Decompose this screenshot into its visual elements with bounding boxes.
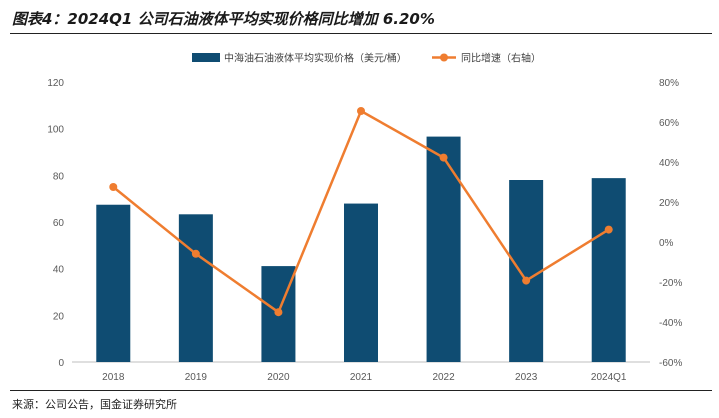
left-axis-tick-label: 0: [58, 358, 64, 369]
right-axis-tick-label: 60%: [659, 118, 679, 129]
right-axis-tick-label: 40%: [659, 158, 679, 169]
bar: [344, 203, 378, 362]
line-series: [109, 107, 613, 317]
x-axis-tick-label: 2018: [102, 372, 125, 383]
left-axis-tick-label: 80: [53, 171, 65, 182]
axes: 0 20 40 60 80 100 120 -60% -40% -20% 0% 20% 40% 60% 80…: [47, 78, 682, 383]
left-axis-tick-label: 100: [47, 125, 64, 136]
x-axis-tick-label: 2021: [350, 372, 373, 383]
right-axis-tick-label: -20%: [659, 278, 682, 289]
left-axis-tick-label: 20: [53, 311, 65, 322]
line-point: [191, 249, 200, 258]
bar: [509, 180, 544, 362]
legend-line-label: 同比增速（右轴）: [461, 52, 541, 65]
line-point: [357, 107, 365, 115]
left-axis-tick-label: 40: [53, 265, 65, 276]
line-point: [274, 308, 283, 317]
left-axis-tick-label: 120: [47, 78, 64, 89]
source-divider: [10, 390, 712, 391]
x-axis-tick-label: 2022: [432, 372, 455, 383]
bar: [96, 204, 131, 362]
bar: [591, 178, 626, 362]
line-point: [604, 225, 613, 234]
right-axis-tick-label: 80%: [659, 78, 679, 89]
right-axis-tick-label: 20%: [659, 198, 679, 209]
line-point: [522, 276, 531, 285]
x-axis-tick-label: 2020: [267, 372, 290, 383]
legend-bar-swatch: [192, 53, 220, 62]
right-axis-tick-label: -40%: [659, 318, 682, 329]
x-axis-tick-label: 2023: [515, 372, 538, 383]
left-axis-tick-label: 60: [53, 218, 65, 229]
source-note: 来源：公司公告，国金证券研究所: [12, 398, 177, 411]
right-axis-tick-label: 0%: [659, 238, 674, 249]
title-divider: [10, 33, 712, 34]
line-point: [109, 183, 118, 191]
bar-series: [96, 136, 626, 362]
right-axis-tick-label: -60%: [659, 358, 682, 369]
line-point: [439, 153, 448, 162]
x-axis-tick-label: 2024Q1: [591, 372, 627, 383]
bar: [426, 136, 461, 362]
legend-bar-label: 中海油石油液体平均实现价格（美元/桶）: [224, 52, 407, 65]
chart-title: 图表4：2024Q1 公司石油液体平均实现价格同比增加 6.20%: [12, 10, 435, 28]
legend-line-marker: [440, 53, 448, 62]
x-axis-tick-label: 2019: [185, 372, 208, 383]
legend: 中海油石油液体平均实现价格（美元/桶） 同比增速（右轴）: [192, 52, 541, 65]
bar: [178, 214, 213, 362]
